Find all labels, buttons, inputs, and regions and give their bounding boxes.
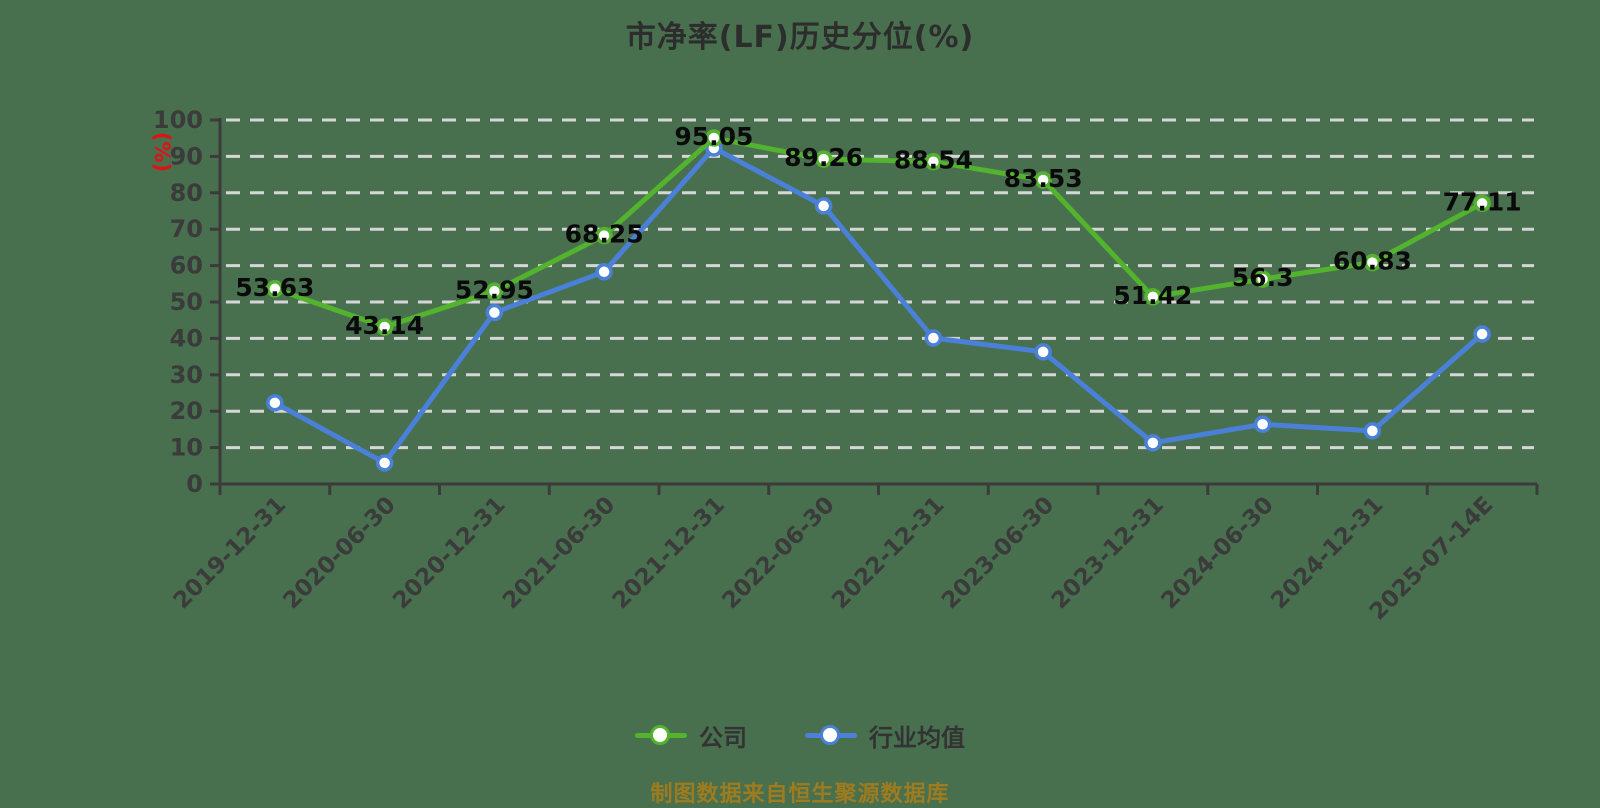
company-legend-marker	[635, 724, 687, 747]
data-point-label: 60.83	[1333, 247, 1412, 276]
x-axis-tick-label: 2022-06-30	[717, 492, 839, 614]
industry-average-legend-marker	[805, 724, 857, 747]
company-data-point	[705, 129, 723, 147]
company-data-point	[266, 280, 284, 298]
y-axis-tick-label: 40	[170, 324, 203, 352]
company-data-point	[1473, 194, 1491, 213]
x-axis-tick-label: 2021-12-31	[608, 492, 730, 614]
y-axis-tick-label: 70	[170, 215, 203, 243]
chart-legend: 公司 行业均值	[0, 718, 1600, 753]
industry-average-legend-dot	[820, 724, 840, 745]
x-axis-tick-label: 2019-12-31	[169, 492, 291, 614]
industry-average-data-point	[1034, 343, 1052, 361]
data-point-label: 88.54	[894, 146, 973, 175]
industry-average-data-point	[924, 329, 943, 347]
x-axis-tick-label: 2022-12-31	[827, 492, 949, 614]
data-source-note: 制图数据来自恒生聚源数据库	[650, 782, 950, 807]
industry-average-data-point	[266, 394, 284, 412]
y-axis-tick-label: 0	[186, 470, 203, 498]
data-point-label: 56.3	[1232, 263, 1294, 292]
data-point-label: 77.11	[1443, 187, 1522, 216]
y-axis-tick-label: 10	[170, 434, 203, 462]
x-axis-tick-label: 2023-12-31	[1047, 492, 1169, 614]
y-axis-tick-label: 90	[170, 142, 203, 170]
y-axis-tick-label: 20	[170, 397, 203, 425]
company-line	[272, 135, 1485, 330]
x-axis-tick-label: 2021-06-30	[498, 492, 620, 614]
industry-average-data-point	[814, 197, 833, 215]
company-data-point	[1144, 288, 1162, 306]
data-point-label: 89.26	[784, 143, 863, 172]
industry-average-data-point	[375, 454, 394, 472]
company-data-point	[1253, 270, 1272, 288]
x-axis-tick-label: 2024-12-31	[1266, 492, 1388, 614]
legend-item-industry-average[interactable]: 行业均值	[805, 718, 965, 753]
data-point-label: 83.53	[1004, 164, 1083, 193]
company-legend-dot	[650, 724, 670, 745]
legend-item-company[interactable]: 公司	[635, 718, 747, 753]
data-point-label: 52.95	[455, 275, 534, 304]
x-axis-tick-label: 2020-12-31	[388, 492, 510, 614]
data-point-label: 68.25	[565, 220, 644, 249]
y-axis-tick-label: 50	[170, 288, 203, 316]
industry-average-data-point	[1253, 415, 1272, 434]
x-axis-tick-label: 2024-06-30	[1156, 492, 1278, 614]
y-axis-tick-label: 80	[170, 179, 203, 207]
data-point-label: 53.63	[235, 273, 314, 302]
industry-average-data-point	[1144, 434, 1162, 452]
data-point-label: 95.05	[674, 122, 753, 151]
y-axis-tick-label: 60	[170, 252, 203, 280]
company-data-point	[1034, 171, 1052, 189]
x-axis-tick-label: 2023-06-30	[937, 492, 1059, 614]
data-point-label: 51.42	[1113, 281, 1192, 310]
company-data-point	[595, 226, 613, 245]
company-legend-label: 公司	[699, 724, 747, 752]
industry-average-legend-label: 行业均值	[869, 724, 965, 752]
y-axis-tick-label: 100	[153, 106, 203, 134]
company-data-point	[1363, 253, 1382, 272]
industry-average-data-point	[1363, 422, 1382, 440]
industry-average-data-point	[1473, 325, 1491, 343]
company-data-point	[485, 282, 504, 301]
y-axis-unit-label: (%)	[150, 132, 174, 172]
chart-title: 市净率(LF)历史分位(%)	[625, 20, 975, 55]
company-data-point	[924, 152, 943, 171]
industry-average-data-point	[485, 303, 504, 322]
x-axis-tick-label: 2020-06-30	[278, 492, 400, 614]
industry-average-line	[272, 145, 1485, 466]
industry-average-data-point	[595, 263, 613, 281]
data-point-label: 43.14	[345, 311, 424, 340]
company-data-point	[814, 150, 833, 168]
y-axis-tick-label: 30	[170, 361, 203, 389]
company-data-point	[375, 318, 394, 336]
